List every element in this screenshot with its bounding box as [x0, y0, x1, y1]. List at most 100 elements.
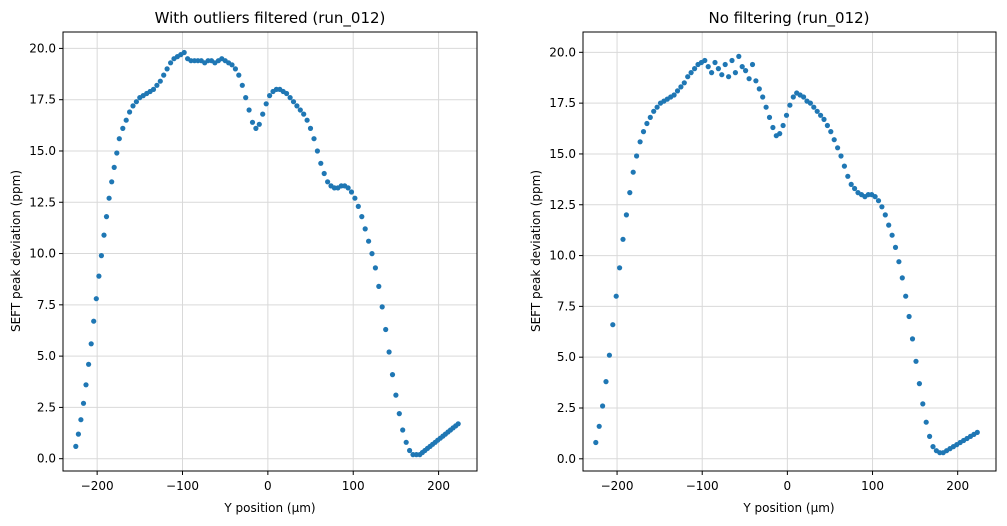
left-data-point [345, 185, 351, 191]
right-data-point [760, 94, 766, 100]
left-data-point [256, 121, 262, 127]
left-data-point [111, 164, 117, 170]
left-data-point [80, 400, 87, 406]
right-data-point [974, 429, 980, 435]
left-data-point [114, 150, 120, 156]
left-data-point [150, 86, 157, 92]
right-data-point [746, 76, 752, 82]
right-data-point [606, 352, 613, 358]
right-data-point [906, 313, 912, 320]
right-y-tick-label: 17.5 [549, 96, 576, 110]
left-points [73, 49, 461, 458]
left-data-point [304, 117, 310, 123]
right-y-axis-label: SEFT peak deviation (ppm) [529, 170, 543, 332]
right-data-point [596, 423, 602, 429]
right-data-point [600, 403, 606, 409]
right-axes-frame [582, 31, 997, 472]
left-data-point [98, 253, 104, 259]
left-data-point [229, 62, 235, 68]
left-x-tick-label: −100 [166, 479, 199, 493]
left-data-point [362, 226, 368, 232]
left-data-point [400, 427, 406, 433]
right-data-point [841, 163, 848, 169]
left-data-point [154, 82, 160, 88]
right-data-point [736, 53, 742, 60]
right-data-point [801, 94, 807, 100]
right-data-point [719, 72, 725, 78]
left-data-point [83, 382, 89, 388]
right-x-tick-label: −200 [601, 479, 634, 493]
right-x-tick-label: 0 [784, 479, 792, 493]
right-chart: −200 −100 0 100 200 0.0 2.5 5.0 7.5 10.0 12.5 15.0 1… [529, 9, 997, 515]
left-data-point [164, 66, 170, 72]
right-data-point [824, 122, 831, 129]
left-data-point [376, 283, 382, 289]
left-data-point [88, 341, 94, 347]
left-data-point [455, 421, 461, 427]
left-x-tick-label: 0 [264, 479, 272, 493]
left-data-point [352, 195, 358, 201]
left-y-tick-label: 5.0 [37, 349, 56, 363]
left-grid [63, 32, 477, 471]
left-data-point [91, 318, 97, 324]
left-data-point [168, 60, 174, 66]
right-data-point [875, 198, 882, 204]
left-data-point [290, 99, 297, 105]
left-data-point [130, 103, 136, 109]
right-data-point [678, 84, 684, 90]
right-data-point [930, 444, 936, 450]
left-data-point [379, 304, 385, 310]
right-data-point [916, 381, 923, 387]
left-data-point [284, 90, 290, 97]
left-data-point [311, 136, 317, 142]
left-data-point [396, 411, 402, 417]
left-data-point [386, 349, 392, 355]
left-data-point [103, 214, 110, 220]
right-data-point [763, 104, 769, 110]
left-data-point [314, 148, 320, 154]
left-data-point [318, 160, 324, 166]
left-data-point [393, 392, 399, 398]
right-data-point [838, 153, 844, 159]
right-data-point [814, 108, 820, 114]
right-y-tick-label: 0.0 [557, 452, 576, 466]
right-data-point [780, 122, 786, 129]
left-y-tick-label: 17.5 [29, 93, 56, 107]
right-x-axis-label: Y position (µm) [742, 501, 834, 515]
right-data-point [743, 68, 749, 74]
left-x-tick-label: 200 [427, 479, 450, 493]
right-ticks: −200 −100 0 100 200 0.0 2.5 5.0 7.5 10.0 12.5 15.0 1… [549, 45, 969, 493]
left-y-tick-label: 20.0 [29, 41, 56, 55]
left-y-tick-label: 12.5 [29, 195, 56, 209]
right-x-tick-label: 100 [861, 479, 884, 493]
right-data-point [637, 139, 643, 145]
left-ticks: −200 −100 0 100 200 0.0 2.5 5.0 7.5 10.0 12.5 15.0 1… [29, 41, 450, 493]
left-data-point [120, 125, 126, 131]
left-data-point [321, 170, 327, 177]
left-x-tick-label: 100 [342, 479, 365, 493]
right-data-point [872, 194, 878, 200]
right-data-point [617, 265, 623, 271]
right-data-point [909, 336, 916, 342]
right-data-point [702, 57, 708, 64]
left-data-point [263, 101, 269, 107]
right-data-point [712, 59, 718, 66]
right-data-point [613, 293, 619, 299]
right-grid [583, 32, 996, 471]
left-data-point [93, 296, 99, 302]
right-data-point [821, 116, 827, 122]
right-data-point [753, 78, 759, 84]
left-y-tick-label: 15.0 [29, 144, 56, 158]
left-data-point [294, 103, 300, 109]
left-chart-title: With outliers filtered (run_012) [155, 9, 386, 28]
right-data-point [674, 88, 681, 94]
right-data-point [852, 185, 858, 192]
left-data-point [109, 179, 115, 185]
left-data-point [157, 78, 163, 84]
right-data-point [593, 439, 599, 446]
left-y-axis-label: SEFT peak deviation (ppm) [9, 170, 23, 332]
right-data-point [886, 222, 892, 228]
left-data-point [359, 214, 365, 220]
right-data-point [777, 131, 783, 137]
